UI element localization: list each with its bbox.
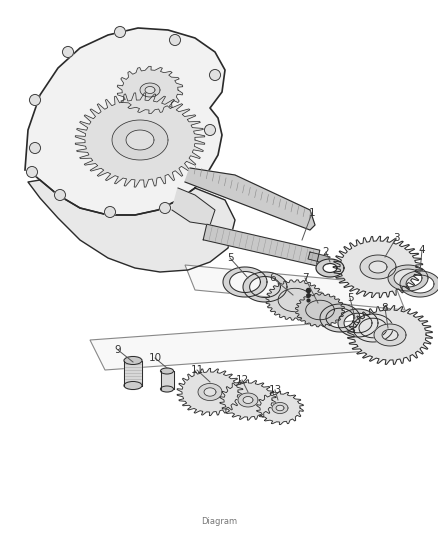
Polygon shape [160,371,173,389]
Polygon shape [338,309,378,337]
Text: 10: 10 [148,353,162,363]
Polygon shape [185,265,405,310]
Polygon shape [348,305,432,365]
Circle shape [105,206,116,217]
Text: 5: 5 [227,253,233,263]
Polygon shape [117,67,183,114]
Polygon shape [198,384,222,400]
Polygon shape [220,380,276,420]
Text: 1: 1 [309,208,315,218]
Polygon shape [223,267,267,297]
Circle shape [170,35,180,45]
Circle shape [114,27,126,37]
Circle shape [205,125,215,135]
Polygon shape [203,224,320,266]
Polygon shape [177,368,243,416]
Polygon shape [266,280,324,320]
Text: 4: 4 [419,245,425,255]
Text: 6: 6 [270,273,276,283]
Polygon shape [400,271,438,297]
Ellipse shape [124,382,142,390]
Polygon shape [112,120,168,160]
Polygon shape [75,93,205,187]
Polygon shape [140,83,160,97]
Polygon shape [25,28,225,215]
Polygon shape [308,252,330,264]
Polygon shape [185,168,315,230]
Polygon shape [388,265,428,291]
Polygon shape [28,180,235,272]
Text: 5: 5 [347,293,353,303]
Polygon shape [353,314,393,342]
Polygon shape [238,393,258,407]
Text: 8: 8 [381,303,389,313]
Circle shape [29,94,40,106]
Circle shape [194,173,205,183]
Circle shape [159,203,170,214]
Ellipse shape [160,368,173,374]
Polygon shape [172,188,215,225]
Text: 13: 13 [268,385,282,395]
Polygon shape [360,255,396,279]
Polygon shape [316,259,344,277]
Polygon shape [257,391,304,424]
Text: 11: 11 [191,365,204,375]
Text: 7: 7 [302,273,308,283]
Text: 12: 12 [235,375,249,385]
Ellipse shape [124,357,142,365]
Circle shape [63,46,74,58]
Polygon shape [243,272,287,302]
Polygon shape [124,360,142,385]
Polygon shape [272,402,288,414]
Circle shape [27,166,38,177]
Text: 3: 3 [393,233,399,243]
Polygon shape [295,293,345,327]
Polygon shape [320,304,360,332]
Text: 2: 2 [323,247,329,257]
Circle shape [29,142,40,154]
Text: Diagram: Diagram [201,518,237,527]
Polygon shape [374,324,406,346]
Text: 9: 9 [115,345,121,355]
Circle shape [54,190,66,200]
Polygon shape [90,318,410,370]
Circle shape [209,69,220,80]
Ellipse shape [160,386,173,392]
Polygon shape [333,236,423,297]
